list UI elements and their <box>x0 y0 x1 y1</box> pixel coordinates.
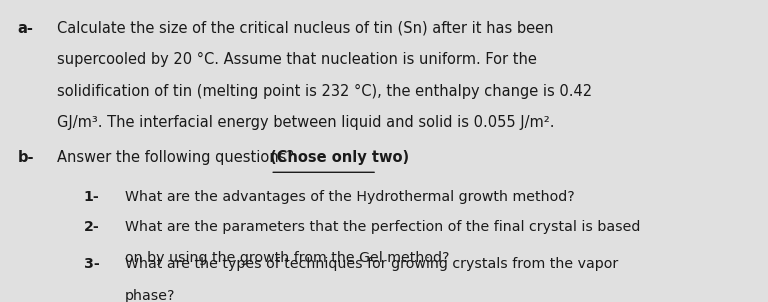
Text: 1-: 1- <box>84 190 99 204</box>
Text: 2-: 2- <box>84 220 99 234</box>
Text: Calculate the size of the critical nucleus of tin (Sn) after it has been: Calculate the size of the critical nucle… <box>58 21 554 36</box>
Text: b-: b- <box>18 150 35 165</box>
Text: What are the advantages of the Hydrothermal growth method?: What are the advantages of the Hydrother… <box>124 190 574 204</box>
Text: (Chose only two): (Chose only two) <box>270 150 409 165</box>
Text: phase?: phase? <box>124 288 175 302</box>
Text: GJ/m³. The interfacial energy between liquid and solid is 0.055 J/m².: GJ/m³. The interfacial energy between li… <box>58 115 555 130</box>
Text: Answer the following questions?: Answer the following questions? <box>58 150 299 165</box>
Text: 3-: 3- <box>84 257 99 271</box>
Text: supercooled by 20 °C. Assume that nucleation is uniform. For the: supercooled by 20 °C. Assume that nuclea… <box>58 52 538 67</box>
Text: What are the types of techniques for growing crystals from the vapor: What are the types of techniques for gro… <box>124 257 618 271</box>
Text: solidification of tin (melting point is 232 °C), the enthalpy change is 0.42: solidification of tin (melting point is … <box>58 84 593 99</box>
Text: on by using the growth from the Gel method?: on by using the growth from the Gel meth… <box>124 252 449 265</box>
Text: What are the parameters that the perfection of the final crystal is based: What are the parameters that the perfect… <box>124 220 640 234</box>
Text: a-: a- <box>18 21 34 36</box>
